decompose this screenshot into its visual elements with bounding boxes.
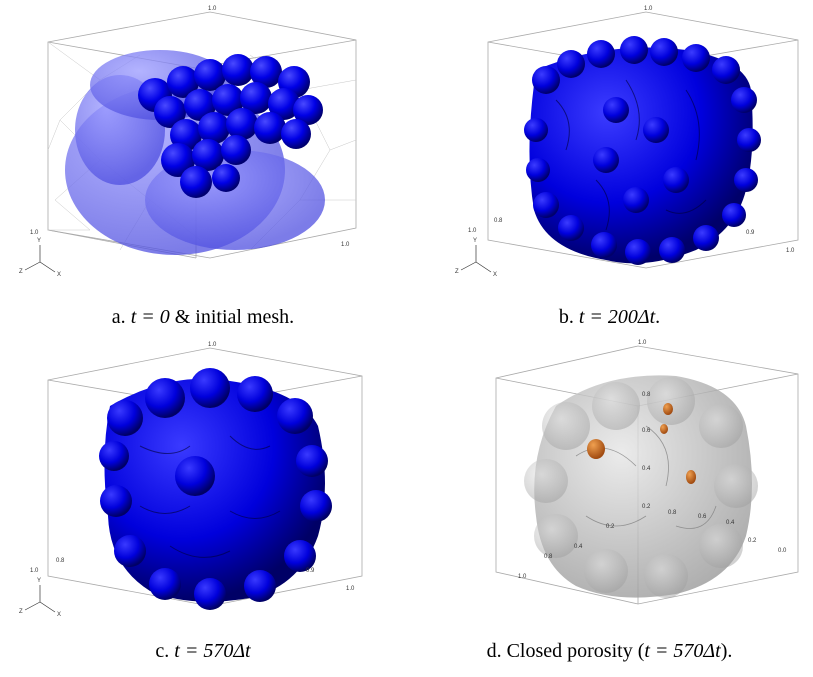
panel-b-render: 1.0 1.0 0.8 1.0 0.9 Y Z X: [455, 6, 799, 278]
panel-a: 1.0 1.0 1.0 Y Z X: [0, 0, 406, 300]
axis-label-y: Y: [473, 238, 477, 244]
axis-label-z: Z: [19, 269, 23, 275]
caption-a-math: t = 0: [130, 306, 170, 328]
tick-top: 1.0: [644, 6, 653, 12]
caption-a-prefix: a.: [111, 306, 131, 328]
tick-top: 1.0: [208, 6, 217, 12]
tick-top: 1.0: [208, 342, 217, 348]
caption-b-prefix: b.: [558, 306, 579, 328]
tick-right-b: 0.9: [746, 230, 755, 236]
axis-label-y: Y: [37, 238, 41, 244]
tick-left-b: 0.8: [56, 558, 65, 564]
tick-bottom-right-b: 0.2: [748, 538, 757, 544]
caption-d: d. Closed porosity (t = 570Δt).: [406, 640, 813, 663]
translucent-body: [524, 375, 758, 598]
closed-pores: [587, 403, 696, 484]
tick-top: 1.0: [638, 340, 647, 346]
panel-c: 1.0 1.0 0.8 1.0 0.9 Y Z X: [0, 336, 406, 636]
panel-a-render: 1.0 1.0 1.0 Y Z X: [19, 6, 357, 278]
caption-b: b. t = 200Δt.: [406, 306, 813, 329]
tick-right-b: 0.9: [306, 568, 315, 574]
tick-right: 1.0: [341, 242, 350, 248]
axis-label-x: X: [493, 272, 497, 278]
axis-label-z: Z: [19, 609, 23, 615]
caption-b-suffix: .: [655, 306, 661, 328]
panel-d-render: 1.0 0.8 0.6 0.4 0.2 1.0 0.8 0.0 0.2 0.4 …: [495, 340, 799, 605]
axes-triad-icon: [24, 585, 56, 613]
axis-label-y: Y: [37, 578, 41, 584]
caption-d-prefix: d. Closed porosity (: [486, 640, 645, 662]
tick-bottom-left: 1.0: [518, 574, 527, 580]
caption-d-math: t = 570Δt: [644, 640, 721, 662]
caption-a-suffix: & initial mesh.: [169, 306, 295, 328]
axis-label-x: X: [57, 612, 61, 618]
sintered-body: [524, 36, 761, 265]
panel-c-render: 1.0 1.0 0.8 1.0 0.9 Y Z X: [19, 342, 363, 618]
caption-a: a. t = 0 & initial mesh.: [0, 306, 406, 329]
tick-floor-1: 0.2: [606, 524, 615, 530]
tick-mid-2: 0.4: [642, 466, 651, 472]
tick-left: 1.0: [30, 230, 39, 236]
tick-floor-2: 0.8: [668, 510, 677, 516]
caption-d-suffix: ).: [720, 640, 733, 662]
tick-mid-3: 0.2: [642, 504, 651, 510]
caption-c: c. t = 570Δt: [0, 640, 406, 663]
tick-mid-1: 0.6: [642, 428, 651, 434]
tick-bottom-left-b: 0.8: [544, 554, 553, 560]
axis-label-z: Z: [455, 269, 459, 275]
caption-c-math: t = 570Δt: [174, 640, 251, 662]
tick-left-b: 0.8: [494, 218, 503, 224]
tick-left: 1.0: [468, 228, 477, 234]
opaque-particles: [138, 54, 323, 198]
tick-left: 1.0: [30, 568, 39, 574]
tick-mid-0: 0.8: [642, 392, 651, 398]
axes-triad-icon: [460, 245, 492, 273]
axes-triad-icon: [24, 245, 56, 273]
tick-right: 1.0: [786, 248, 795, 254]
caption-b-math: t = 200Δt: [578, 306, 656, 328]
caption-c-prefix: c.: [155, 640, 175, 662]
tick-floor-0: 0.4: [574, 544, 583, 550]
axis-label-x: X: [57, 272, 61, 278]
tick-floor-3: 0.6: [698, 514, 707, 520]
panel-b: 1.0 1.0 0.8 1.0 0.9 Y Z X: [406, 0, 813, 300]
tick-floor-4: 0.4: [726, 520, 735, 526]
tick-bottom-right: 0.0: [778, 548, 787, 554]
tick-right: 1.0: [346, 586, 355, 592]
panel-d: 1.0 0.8 0.6 0.4 0.2 1.0 0.8 0.0 0.2 0.4 …: [406, 336, 813, 636]
sintered-body: [99, 368, 332, 610]
